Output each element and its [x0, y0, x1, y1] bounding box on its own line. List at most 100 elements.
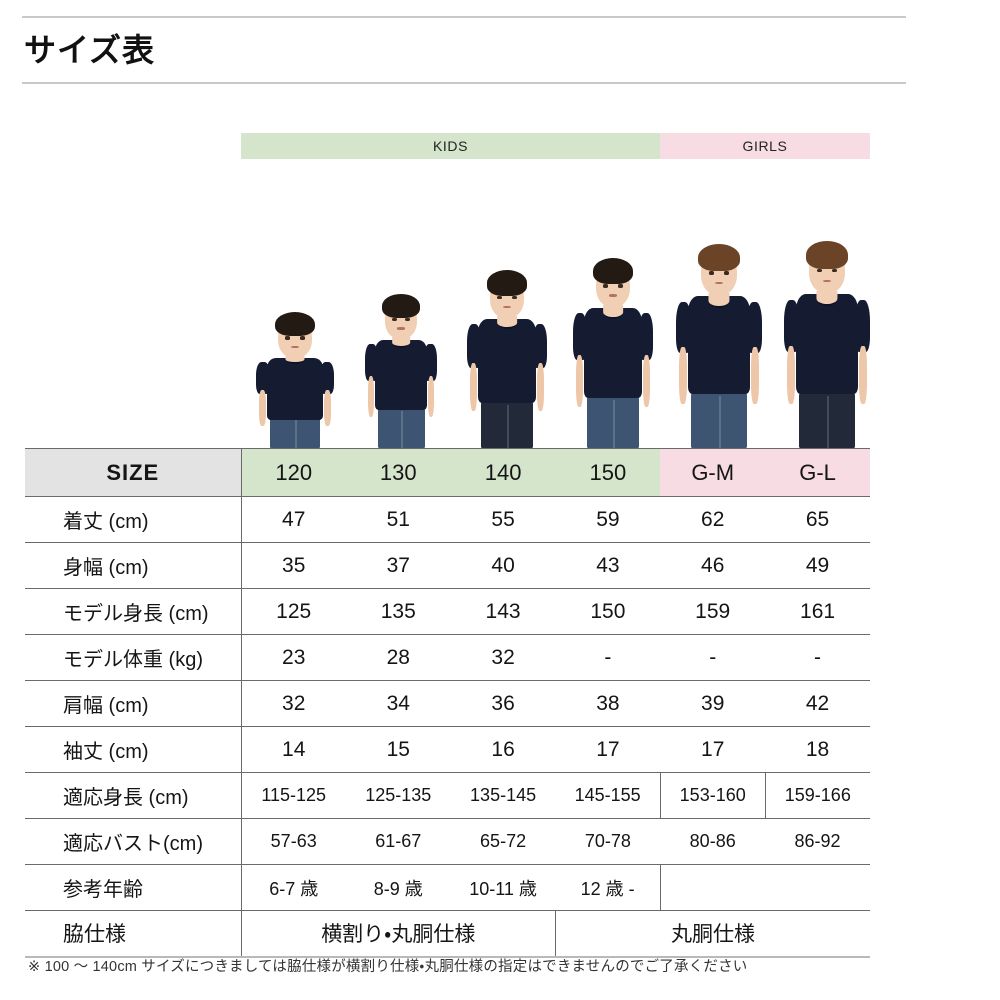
cell: 10-11 歳: [450, 864, 556, 911]
cell: 59: [555, 496, 661, 543]
cell: 32: [241, 680, 346, 727]
arm-right: [642, 354, 651, 407]
cell: 159-166: [765, 772, 870, 819]
sleeve-left: [784, 300, 800, 352]
eyes: [708, 271, 730, 275]
eyes: [603, 284, 623, 288]
cell: 32: [450, 634, 556, 681]
sleeve-right: [854, 300, 870, 352]
mouth: [502, 305, 512, 309]
col-header-120: 120: [241, 448, 346, 497]
row-label-shoulder-width: 肩幅 (cm): [25, 680, 242, 727]
model-head: [592, 258, 634, 307]
mouth: [714, 281, 724, 285]
page-title-block: サイズ表: [22, 16, 906, 84]
cell: 143: [450, 588, 556, 635]
model-figure-120: [256, 311, 334, 448]
hair-icon: [486, 270, 528, 296]
cell: [660, 864, 766, 911]
cell: 125-135: [345, 772, 451, 819]
hair-icon: [592, 258, 634, 285]
eyes: [816, 268, 838, 273]
category-band: KIDS GIRLS: [241, 133, 870, 159]
cell: -: [660, 634, 766, 681]
cell: 145-155: [555, 772, 661, 819]
cell: 37: [345, 542, 451, 589]
cell: 17: [555, 726, 661, 773]
jeans: [799, 392, 855, 448]
table-row: 適応身長 (cm) 115-125 125-135 135-145 145-15…: [25, 772, 870, 819]
table-row: モデル身長 (cm) 125 135 143 150 159 161: [25, 588, 870, 635]
model-figure-140: [466, 270, 548, 448]
size-table: SIZE 120 130 140 150 G-M G-L 着丈 (cm) 47 …: [25, 448, 870, 958]
cell: 86-92: [765, 818, 870, 865]
cell: 153-160: [659, 772, 766, 819]
model-figure-g-m: [676, 243, 762, 448]
tshirt-navy: [466, 316, 548, 412]
cell: -: [765, 634, 870, 681]
col-header-g-m: G-M: [660, 448, 766, 497]
tshirt-navy: [256, 355, 334, 427]
eyes: [285, 336, 305, 340]
arm-right: [536, 362, 545, 412]
page-title: サイズ表: [24, 32, 156, 68]
cell: 62: [660, 496, 766, 543]
cell: 35: [241, 542, 346, 589]
cell: 125: [241, 588, 346, 635]
row-label-sleeve-length: 袖丈 (cm): [25, 726, 242, 773]
model-photo-strip: [241, 200, 870, 448]
cell: 57-63: [241, 818, 346, 865]
col-header-140: 140: [450, 448, 556, 497]
cell: 135-145: [450, 772, 556, 819]
cell: 49: [765, 542, 870, 589]
cell-side-spec-kids: 横割り・丸胴仕様: [241, 910, 556, 958]
cell: 38: [555, 680, 661, 727]
arm-left: [469, 362, 478, 412]
footnote-text: ※ 100 〜 140cm サイズにつきましては脇仕様が横割り仕様・丸胴仕様の指…: [28, 959, 748, 975]
sleeve-right: [639, 313, 654, 361]
sleeve-right: [424, 344, 437, 381]
cell: 61-67: [345, 818, 451, 865]
arm-right: [858, 346, 867, 404]
arm-right: [750, 346, 759, 404]
jeans: [481, 401, 533, 448]
model-head: [274, 311, 316, 358]
mouth: [822, 279, 832, 283]
model-head: [382, 293, 420, 339]
cell: 28: [345, 634, 451, 681]
row-label-side-spec: 脇仕様: [25, 910, 242, 958]
jeans: [691, 392, 747, 448]
model-figure-130: [365, 293, 437, 448]
row-label-fit-bust: 適応バスト(cm): [25, 818, 242, 865]
model-head: [805, 240, 849, 293]
arm-left: [575, 354, 584, 407]
cell: 16: [450, 726, 556, 773]
cell: 23: [241, 634, 346, 681]
cell: 55: [450, 496, 556, 543]
tshirt-navy: [676, 293, 762, 404]
table-row: 袖丈 (cm) 14 15 16 17 17 18: [25, 726, 870, 773]
hair-icon: [805, 240, 849, 269]
table-row: 肩幅 (cm) 32 34 36 38 39 42: [25, 680, 870, 727]
jeans: [377, 408, 425, 448]
cell: 150: [555, 588, 661, 635]
eyes: [497, 295, 517, 300]
row-label-model-weight: モデル体重 (kg): [25, 634, 242, 681]
cell: 42: [765, 680, 870, 727]
sleeve-right: [533, 324, 548, 368]
eyes: [392, 317, 410, 322]
table-header-row: SIZE 120 130 140 150 G-M G-L: [25, 448, 870, 497]
cell: 8-9 歳: [345, 864, 451, 911]
model-head: [486, 270, 528, 318]
table-row: 着丈 (cm) 47 51 55 59 62 65: [25, 496, 870, 543]
cell: 70-78: [555, 818, 661, 865]
collar: [816, 291, 838, 306]
row-label-reference-age: 参考年齢: [25, 864, 242, 911]
cell: 65-72: [450, 818, 556, 865]
hair-icon: [274, 311, 316, 337]
row-label-body-length: 着丈 (cm): [25, 496, 242, 543]
arm-right: [323, 390, 331, 427]
table-row: 脇仕様 横割り・丸胴仕様 丸胴仕様: [25, 910, 870, 958]
row-label-fit-height: 適応身長 (cm): [25, 772, 242, 819]
model-head: [697, 243, 741, 295]
